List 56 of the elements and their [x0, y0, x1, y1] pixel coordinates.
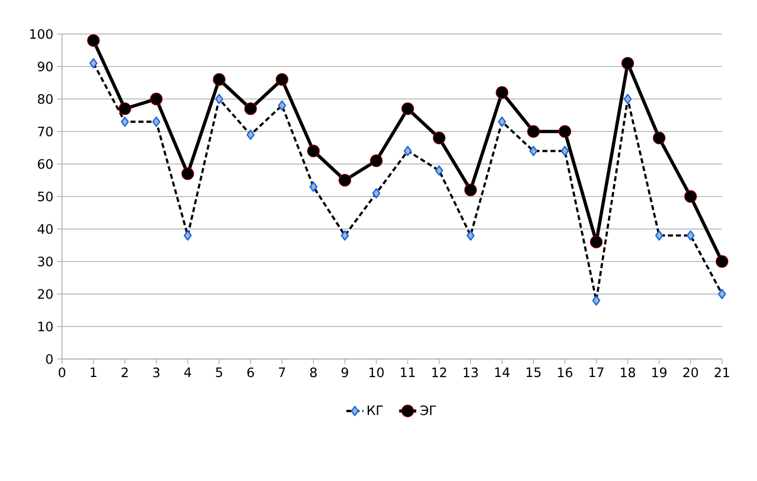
y-tick-label: 30	[38, 256, 53, 266]
y-tick-label: 10	[38, 322, 53, 332]
y-tick-label: 40	[38, 224, 53, 234]
x-tick-label: 14	[495, 368, 510, 377]
x-tick-label: 3	[153, 368, 160, 378]
x-tick-label: 5	[216, 368, 222, 378]
x-tick-label: 9	[342, 368, 348, 378]
point	[212, 73, 226, 86]
x-tick-label: 13	[464, 368, 478, 378]
point	[244, 102, 257, 116]
x-tick-label: 4	[184, 368, 192, 377]
x-tick-label: 12	[432, 368, 446, 378]
x-tick-label: 19	[652, 368, 666, 378]
point	[464, 184, 477, 196]
point	[590, 236, 603, 248]
point	[118, 102, 132, 116]
y-tick-label: 50	[38, 192, 53, 202]
y-tick-label: 90	[38, 62, 53, 72]
x-tick-label: 15	[526, 368, 541, 378]
point	[716, 255, 728, 268]
point	[370, 154, 383, 168]
x-tick-label: 6	[247, 368, 254, 378]
point	[87, 34, 100, 47]
y-tick-label: 70	[38, 126, 53, 136]
point	[276, 73, 288, 86]
y-tick-label: 60	[38, 159, 53, 169]
y-tick-label: 0	[46, 354, 53, 364]
y-tick-label: 100	[30, 29, 53, 39]
x-tick-label: 1	[90, 368, 96, 377]
point	[621, 56, 634, 70]
point	[401, 102, 414, 116]
x-tick-label: 16	[558, 368, 572, 378]
x-tick-label: 2	[122, 368, 128, 378]
point	[181, 167, 194, 180]
point	[338, 174, 352, 187]
x-tick-label: 8	[310, 368, 317, 378]
x-tick-label: 10	[369, 368, 384, 378]
x-tick-label: 21	[714, 368, 730, 378]
point	[527, 125, 540, 138]
x-tick-label: 18	[620, 368, 636, 378]
x-tick-label: 0	[58, 368, 66, 378]
y-tick-label: 80	[38, 94, 53, 104]
point	[652, 132, 666, 144]
legend-label: ЭГ	[420, 405, 436, 416]
point	[496, 86, 508, 99]
x-tick-label: 20	[683, 368, 698, 378]
x-tick-label: 17	[589, 368, 604, 377]
point	[684, 190, 697, 203]
point	[307, 144, 320, 158]
point	[432, 132, 446, 144]
x-tick-label: 11	[400, 368, 415, 377]
y-tick-label: 20	[38, 289, 53, 299]
point	[150, 92, 163, 106]
legend-label: КГ	[368, 406, 383, 415]
point	[558, 125, 572, 138]
x-tick-label: 7	[278, 368, 286, 377]
